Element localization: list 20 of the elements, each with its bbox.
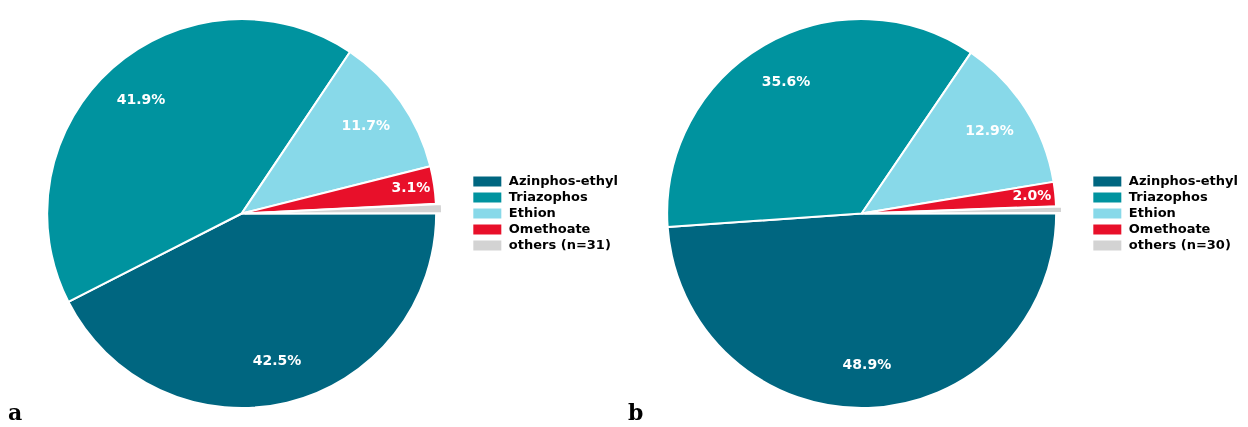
data-label: 41.9%: [116, 90, 166, 107]
text: b: [628, 399, 644, 425]
data-label: 48.9%: [842, 355, 892, 372]
data-label: 3.1%: [391, 178, 431, 195]
text: a: [8, 399, 23, 425]
legend-label: Ethion: [508, 204, 556, 220]
legend-label: others (n=30): [1128, 236, 1231, 252]
legend-label: Triazophos: [508, 188, 588, 204]
legend-label: Omethoate: [508, 220, 591, 236]
data-label: 2.0%: [1012, 186, 1052, 203]
legend-label: Ethion: [1128, 204, 1176, 220]
data-label: 35.6%: [761, 72, 811, 89]
legend-label: Azinphos-ethyl: [1128, 172, 1239, 188]
legend-label: Omethoate: [1128, 220, 1211, 236]
data-label: 12.9%: [965, 122, 1014, 139]
legend-label: others (n=31): [508, 236, 611, 252]
data-label: 42.5%: [252, 351, 302, 368]
data-label: 11.7%: [341, 116, 391, 133]
legend-label: Triazophos: [1128, 188, 1208, 204]
legend-label: Azinphos-ethyl: [508, 172, 619, 188]
